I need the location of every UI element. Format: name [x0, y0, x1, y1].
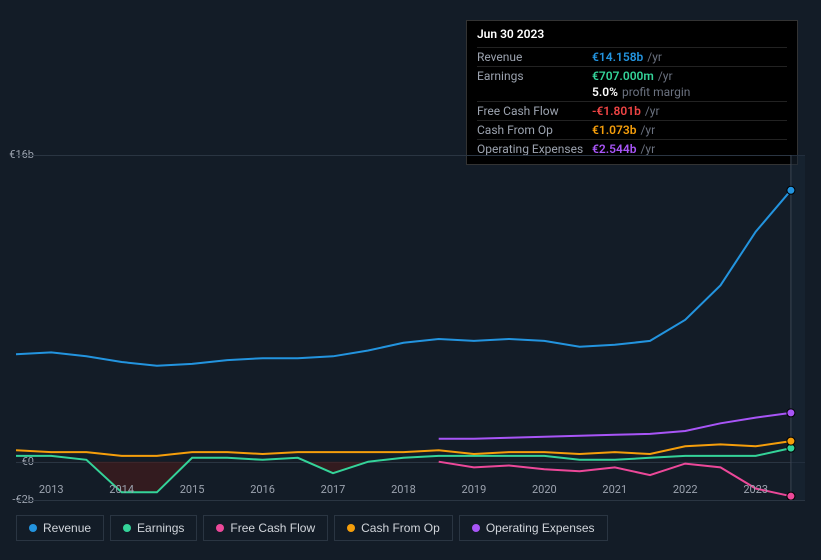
tooltip-suffix: /yr	[645, 104, 660, 118]
series-marker	[787, 409, 795, 417]
legend-dot	[472, 524, 480, 532]
tooltip-label: Revenue	[477, 50, 592, 64]
legend-label: Earnings	[137, 521, 184, 535]
tooltip-value: €14.158b	[592, 50, 643, 64]
tooltip-date: Jun 30 2023	[477, 27, 787, 45]
x-axis-label: 2019	[462, 483, 487, 496]
tooltip-suffix: /yr	[640, 142, 655, 156]
legend-dot	[29, 524, 37, 532]
legend-label: Operating Expenses	[486, 521, 595, 535]
x-axis-label: 2018	[391, 483, 416, 496]
tooltip-row: Earnings€707.000m/yr	[477, 66, 787, 85]
tooltip-label: Free Cash Flow	[477, 104, 592, 118]
tooltip-row: Cash From Op€1.073b/yr	[477, 120, 787, 139]
series-marker	[787, 186, 795, 194]
x-axis-label: 2014	[109, 483, 134, 496]
legend-item-free-cash-flow[interactable]: Free Cash Flow	[203, 515, 328, 541]
x-axis-label: 2021	[602, 483, 627, 496]
legend-label: Cash From Op	[361, 521, 440, 535]
tooltip-label: Operating Expenses	[477, 142, 592, 156]
tooltip-suffix: /yr	[658, 69, 673, 83]
legend-dot	[347, 524, 355, 532]
x-axis-label: 2023	[743, 483, 768, 496]
tooltip-row: Revenue€14.158b/yr	[477, 47, 787, 66]
tooltip-value: €2.544b	[592, 142, 636, 156]
tooltip-value: €1.073b	[592, 123, 636, 137]
tooltip-suffix: /yr	[640, 123, 655, 137]
legend-item-cash-from-op[interactable]: Cash From Op	[334, 515, 453, 541]
legend-dot	[216, 524, 224, 532]
legend-label: Free Cash Flow	[230, 521, 315, 535]
legend-label: Revenue	[43, 521, 91, 535]
legend-item-operating-expenses[interactable]: Operating Expenses	[459, 515, 608, 541]
series-cash-from-op	[16, 441, 791, 456]
x-axis-label: 2022	[673, 483, 698, 496]
legend-item-revenue[interactable]: Revenue	[16, 515, 104, 541]
tooltip-row: 5.0% profit margin	[477, 85, 787, 101]
legend-item-earnings[interactable]: Earnings	[110, 515, 197, 541]
tooltip-suffix: profit margin	[622, 85, 690, 99]
tooltip-label: Earnings	[477, 69, 592, 83]
x-axis: 2013 2014 2015 2016 2017 2018 2019 2020 2021 2022…	[16, 483, 805, 499]
tooltip-value: 5.0%	[592, 85, 618, 99]
x-axis-label: 2016	[250, 483, 275, 496]
chart-tooltip: Jun 30 2023 Revenue€14.158b/yrEarnings€7…	[466, 20, 798, 165]
tooltip-row: Free Cash Flow-€1.801b/yr	[477, 101, 787, 120]
x-axis-label: 2015	[180, 483, 205, 496]
tooltip-value: -€1.801b	[592, 104, 641, 118]
tooltip-suffix: /yr	[647, 50, 662, 64]
legend-dot	[123, 524, 131, 532]
financial-chart[interactable]: €16b€0-€2b	[16, 155, 805, 500]
x-axis-label: 2017	[321, 483, 346, 496]
x-axis-label: 2013	[39, 483, 64, 496]
series-revenue	[16, 190, 791, 365]
chart-legend: Revenue Earnings Free Cash Flow Cash From O…	[16, 515, 608, 541]
tooltip-value: €707.000m	[592, 69, 654, 83]
series-marker	[787, 437, 795, 445]
grid-line	[16, 500, 805, 501]
series-operating-expenses	[439, 413, 791, 439]
x-axis-label: 2020	[532, 483, 557, 496]
tooltip-label: Cash From Op	[477, 123, 592, 137]
